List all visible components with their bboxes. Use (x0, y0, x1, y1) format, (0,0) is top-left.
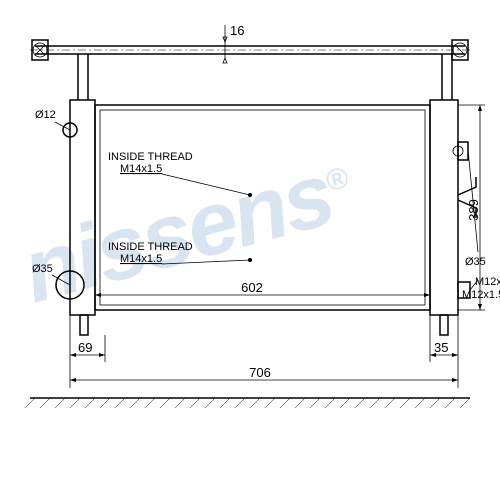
thread-spec-2: M14x1.5 (120, 253, 162, 265)
dim-69: 69 (78, 340, 92, 355)
port-label-d35r: Ø35 (465, 256, 486, 268)
dim-706: 706 (249, 365, 271, 380)
thread-label-1: INSIDE THREAD (108, 151, 193, 163)
port-label-d12: Ø12 (35, 109, 56, 121)
port-label-m12: M12x1.5 (475, 276, 500, 288)
technical-drawing: 16 Ø12 Ø35 Ø35 M12x1.5 M12x1.5 INSIDE TH… (0, 0, 500, 500)
dim-tube-dia: 16 (230, 23, 244, 38)
dim-389: 389 (466, 199, 481, 221)
dim-35: 35 (434, 340, 448, 355)
dim-602: 602 (241, 280, 263, 295)
ground-hatch (25, 398, 470, 408)
thread-spec-1: M14x1.5 (120, 163, 162, 175)
thread-label-2: INSIDE THREAD (108, 241, 193, 253)
thread-m12: M12x1.5 (462, 289, 500, 301)
port-label-d35l: Ø35 (32, 263, 53, 275)
